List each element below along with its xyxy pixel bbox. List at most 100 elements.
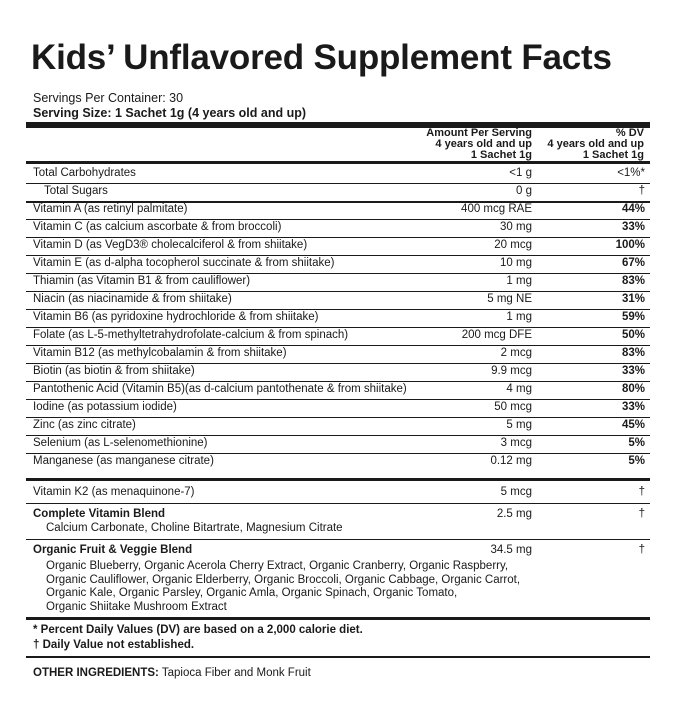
dv-header-line: % DV [615, 127, 644, 139]
section-rule [26, 478, 650, 481]
amount-per-serving-header: Amount Per Serving 4 years old and up 1 … [426, 128, 532, 161]
footnote-dv: * Percent Daily Values (DV) are based on… [33, 624, 363, 636]
nutrient-amount: 50 mcg [494, 401, 532, 413]
nutrient-amount: 10 mg [500, 257, 532, 269]
nutrient-amount: 2 mcg [500, 347, 532, 359]
nutrient-name: Vitamin B12 (as methylcobalamin & from s… [33, 347, 287, 359]
serving-size: Serving Size: 1 Sachet 1g (4 years old a… [33, 106, 306, 120]
nutrient-dv: 44% [621, 203, 645, 215]
fruit-blend-contents: Organic Blueberry, Organic Acerola Cherr… [46, 560, 546, 614]
nutrient-name: Vitamin C (as calcium ascorbate & from b… [33, 221, 282, 233]
nutrient-name: Total Carbohydrates [33, 167, 136, 179]
nutrient-dv: 5% [628, 455, 645, 467]
nutrient-dv: † [638, 185, 645, 197]
row-divider [26, 291, 650, 292]
nutrient-dv: 100% [615, 239, 645, 251]
blend-amount: 2.5 mg [496, 508, 532, 520]
dv-header-line: 1 Sachet 1g [582, 149, 644, 161]
dv-header-line: 4 years old and up [547, 138, 644, 150]
top-thick-rule [26, 122, 650, 128]
blend-amount: 34.5 mg [490, 544, 532, 556]
nutrient-amount: 9.9 mcg [491, 365, 532, 377]
nutrient-dv: 33% [621, 401, 645, 413]
nutrient-name: Pantothenic Acid (Vitamin B5)(as d-calci… [33, 383, 407, 395]
panel-title: Kids’ Unflavored Supplement Facts [31, 38, 612, 77]
nutrient-name: Vitamin K2 (as menaquinone-7) [33, 486, 195, 498]
row-divider [26, 309, 650, 310]
nutrient-dv: 80% [621, 383, 645, 395]
nutrient-dv: 83% [621, 275, 645, 287]
amount-header-line: Amount Per Serving [426, 127, 532, 139]
row-divider [26, 453, 650, 454]
nutrient-name: Biotin (as biotin & from shiitake) [33, 365, 195, 377]
daily-value-header: % DV 4 years old and up 1 Sachet 1g [547, 128, 644, 161]
other-ingredients-text: Tapioca Fiber and Monk Fruit [161, 667, 311, 679]
nutrient-amount: 1 mg [506, 275, 532, 287]
blend-contents-line: Organic Kale, Organic Parsley, Organic A… [46, 587, 458, 599]
blend-contents-line: Organic Shiitake Mushroom Extract [46, 600, 227, 613]
row-divider [26, 201, 650, 203]
nutrient-name: Thiamin (as Vitamin B1 & from cauliflowe… [33, 275, 251, 287]
row-divider [26, 237, 650, 238]
row-divider [26, 255, 650, 256]
other-ingredients: OTHER INGREDIENTS: Tapioca Fiber and Mon… [33, 667, 311, 679]
nutrient-name: Niacin (as niacinamide & from shiitake) [33, 293, 232, 305]
nutrient-name: Vitamin D (as VegD3® cholecalciferol & f… [33, 239, 308, 251]
nutrient-dv: <1%* [617, 167, 645, 179]
nutrient-amount: 0.12 mg [490, 455, 532, 467]
header-rule [26, 161, 650, 164]
nutrient-amount: 400 mcg RAE [461, 203, 532, 215]
row-divider [26, 363, 650, 364]
nutrient-name: Zinc (as zinc citrate) [33, 419, 136, 431]
nutrient-amount: <1 g [509, 167, 532, 179]
nutrient-amount: 1 mg [506, 311, 532, 323]
nutrient-amount: 20 mcg [494, 239, 532, 251]
nutrient-name: Vitamin E (as d-alpha tocopherol succina… [33, 257, 335, 269]
amount-header-line: 1 Sachet 1g [470, 149, 532, 161]
row-divider [26, 399, 650, 400]
blend-name: Complete Vitamin Blend [33, 508, 166, 520]
nutrient-dv: † [638, 486, 645, 498]
nutrient-name: Folate (as L-5-methyltetrahydrofolate-ca… [33, 329, 349, 341]
nutrient-dv: 67% [621, 257, 645, 269]
nutrient-dv: 50% [621, 329, 645, 341]
blend-dv: † [638, 544, 645, 556]
row-divider [26, 327, 650, 328]
nutrient-amount: 200 mcg DFE [461, 329, 532, 341]
nutrient-dv: 83% [621, 347, 645, 359]
row-divider [26, 183, 650, 184]
nutrient-amount: 30 mg [500, 221, 532, 233]
row-divider [26, 273, 650, 274]
row-divider [26, 381, 650, 382]
footnote-dagger: † Daily Value not established. [33, 639, 195, 651]
servings-per-container: Servings Per Container: 30 [33, 91, 184, 105]
row-divider [26, 435, 650, 436]
nutrient-name: Iodine (as potassium iodide) [33, 401, 177, 413]
nutrient-amount: 3 mcg [500, 437, 532, 449]
nutrient-dv: 31% [621, 293, 645, 305]
row-divider [26, 417, 650, 418]
nutrient-name: Manganese (as manganese citrate) [33, 455, 214, 467]
footnote-rule [26, 617, 650, 620]
blend-dv: † [638, 508, 645, 520]
nutrient-amount: 5 mg NE [487, 293, 532, 305]
row-divider [26, 539, 650, 540]
row-divider [26, 219, 650, 220]
nutrient-amount: 0 g [516, 185, 532, 197]
nutrient-dv: 33% [621, 221, 645, 233]
row-divider [26, 503, 650, 504]
nutrient-dv: 5% [628, 437, 645, 449]
nutrient-amount: 5 mg [506, 419, 532, 431]
nutrient-name: Vitamin A (as retinyl palmitate) [33, 203, 188, 215]
bottom-rule [26, 656, 650, 658]
nutrient-name: Total Sugars [44, 185, 108, 197]
amount-header-line: 4 years old and up [435, 138, 532, 150]
nutrient-dv: 33% [621, 365, 645, 377]
nutrient-dv: 45% [621, 419, 645, 431]
nutrient-dv: 59% [621, 311, 645, 323]
row-divider [26, 345, 650, 346]
nutrient-amount: 5 mcg [500, 486, 532, 498]
vitamin-blend-contents: Calcium Carbonate, Choline Bitartrate, M… [46, 522, 343, 534]
nutrient-name: Vitamin B6 (as pyridoxine hydrochloride … [33, 311, 319, 323]
